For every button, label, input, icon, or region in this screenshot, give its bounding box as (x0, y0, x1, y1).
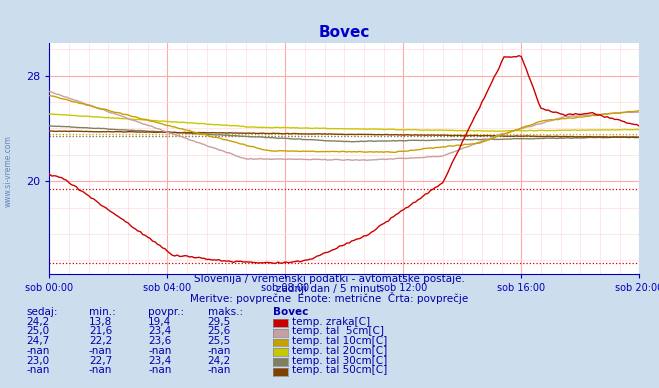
Text: 25,0: 25,0 (26, 326, 49, 336)
Text: Bovec: Bovec (273, 307, 309, 317)
Text: temp. tal 10cm[C]: temp. tal 10cm[C] (292, 336, 387, 346)
Text: 24,7: 24,7 (26, 336, 49, 346)
Text: temp. tal 30cm[C]: temp. tal 30cm[C] (292, 355, 387, 365)
Text: 23,6: 23,6 (148, 336, 171, 346)
Text: maks.:: maks.: (208, 307, 243, 317)
Text: 23,4: 23,4 (148, 326, 171, 336)
Text: 24,2: 24,2 (26, 317, 49, 327)
Text: sedaj:: sedaj: (26, 307, 58, 317)
Text: 25,6: 25,6 (208, 326, 231, 336)
Text: -nan: -nan (208, 365, 231, 375)
Text: 19,4: 19,4 (148, 317, 171, 327)
Title: Bovec: Bovec (319, 25, 370, 40)
Text: Meritve: povprečne  Enote: metrične  Črta: povprečje: Meritve: povprečne Enote: metrične Črta:… (190, 292, 469, 304)
Text: -nan: -nan (26, 365, 49, 375)
Text: povpr.:: povpr.: (148, 307, 185, 317)
Text: 29,5: 29,5 (208, 317, 231, 327)
Text: 25,5: 25,5 (208, 336, 231, 346)
Text: 24,2: 24,2 (208, 355, 231, 365)
Text: -nan: -nan (26, 346, 49, 356)
Text: 13,8: 13,8 (89, 317, 112, 327)
Text: zadnji dan / 5 minut.: zadnji dan / 5 minut. (275, 284, 384, 294)
Text: -nan: -nan (148, 346, 171, 356)
Text: temp. tal  5cm[C]: temp. tal 5cm[C] (292, 326, 384, 336)
Text: -nan: -nan (89, 365, 112, 375)
Text: Slovenija / vremenski podatki - avtomatske postaje.: Slovenija / vremenski podatki - avtomats… (194, 274, 465, 284)
Text: -nan: -nan (148, 365, 171, 375)
Text: 21,6: 21,6 (89, 326, 112, 336)
Text: www.si-vreme.com: www.si-vreme.com (4, 135, 13, 207)
Text: -nan: -nan (208, 346, 231, 356)
Text: 22,2: 22,2 (89, 336, 112, 346)
Text: 22,7: 22,7 (89, 355, 112, 365)
Text: min.:: min.: (89, 307, 116, 317)
Text: -nan: -nan (89, 346, 112, 356)
Text: temp. tal 20cm[C]: temp. tal 20cm[C] (292, 346, 387, 356)
Text: 23,4: 23,4 (148, 355, 171, 365)
Text: temp. zraka[C]: temp. zraka[C] (292, 317, 370, 327)
Text: 23,0: 23,0 (26, 355, 49, 365)
Text: temp. tal 50cm[C]: temp. tal 50cm[C] (292, 365, 387, 375)
